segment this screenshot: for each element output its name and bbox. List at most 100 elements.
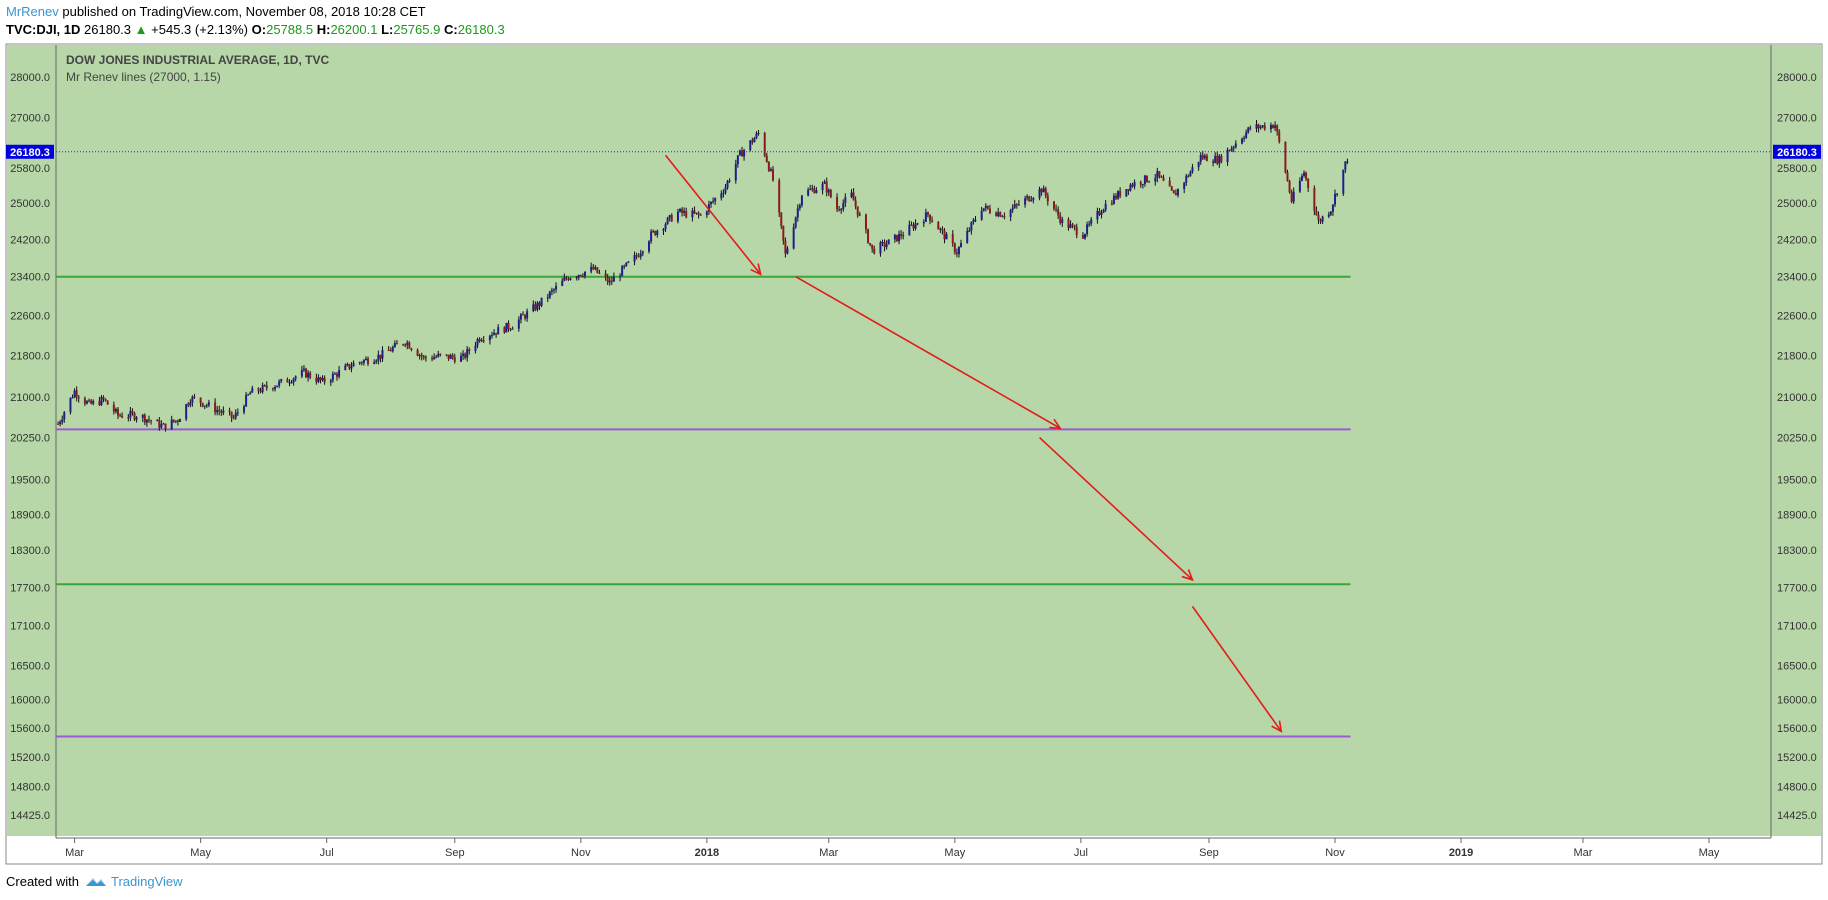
candle-up	[800, 195, 803, 206]
candle-down	[1276, 125, 1279, 132]
candle-up	[526, 311, 529, 319]
candle-down	[439, 353, 442, 355]
candle-down	[596, 267, 599, 273]
candle-up	[1096, 210, 1099, 220]
candle-up	[1011, 207, 1014, 210]
candle-up	[247, 394, 250, 396]
candle-down	[1272, 124, 1275, 129]
candle-down	[75, 390, 78, 398]
created-with-text: Created with	[6, 874, 79, 889]
candle-up	[191, 396, 194, 403]
candle-up	[290, 382, 293, 384]
candle-up	[1245, 132, 1248, 138]
candle-up	[1298, 180, 1301, 192]
candle-down	[635, 255, 638, 257]
candle-down	[259, 391, 262, 393]
y-axis: 28000.0 28000.0 27000.0 27000.0 25800.0 25800…	[10, 72, 1817, 822]
arrow-head	[1271, 720, 1283, 733]
candle-down	[1290, 192, 1293, 202]
candle-down	[319, 377, 322, 381]
candle-up	[1069, 224, 1072, 228]
close-value: 26180.3	[457, 22, 505, 37]
candle-up	[957, 247, 960, 255]
author-link[interactable]: MrRenev	[6, 4, 59, 19]
candle-up	[236, 412, 239, 414]
candle-up	[753, 138, 756, 143]
candle-down	[1313, 188, 1316, 211]
y-tick-label-right: 18900.0	[1777, 509, 1817, 521]
candle-down	[670, 215, 673, 222]
candle-up	[1026, 196, 1029, 199]
candle-up	[691, 210, 694, 218]
candle-up	[162, 423, 165, 425]
candle-down	[1216, 155, 1219, 164]
candle-up	[1042, 188, 1045, 193]
candle-up	[321, 377, 324, 381]
candle-down	[1145, 175, 1148, 182]
candle-up	[887, 239, 890, 245]
candle-up	[625, 262, 628, 266]
candle-down	[1205, 155, 1208, 162]
candle-up	[639, 253, 642, 257]
candle-up	[980, 210, 983, 220]
ohlc-line: TVC:DJI, 1D 26180.3 ▲ +545.3 (+2.13%) O:…	[6, 22, 505, 38]
x-tick-label: May	[944, 847, 965, 859]
candle-down	[900, 233, 903, 237]
last-price-badge-right	[1773, 144, 1821, 159]
candle-up	[1154, 178, 1157, 182]
candle-up	[1199, 155, 1202, 162]
candle-up	[435, 356, 438, 358]
x-tick-label: Mar	[1573, 847, 1592, 859]
candle-down	[581, 275, 584, 277]
tradingview-link[interactable]: TradingView	[85, 874, 183, 889]
candle-up	[1038, 188, 1041, 198]
y-tick-label-right: 16500.0	[1777, 660, 1817, 672]
y-tick-label-right: 22600.0	[1777, 310, 1817, 322]
candle-down	[1081, 234, 1084, 239]
candle-down	[1127, 189, 1130, 191]
candle-up	[809, 189, 812, 191]
plot-background[interactable]	[7, 45, 1821, 836]
y-tick-label-right: 21000.0	[1777, 392, 1817, 404]
candle-up	[276, 385, 279, 388]
candle-up	[189, 402, 192, 406]
candle-up	[100, 397, 103, 405]
candle-down	[1249, 127, 1252, 129]
candle-down	[1131, 184, 1134, 187]
candle-down	[445, 354, 448, 356]
candle-up	[1331, 204, 1334, 212]
candle-up	[749, 140, 752, 151]
candle-down	[813, 188, 816, 194]
candle-up	[840, 209, 843, 211]
candle-up	[827, 189, 830, 193]
candle-down	[867, 229, 870, 244]
y-tick-label-right: 25000.0	[1777, 198, 1817, 210]
candle-down	[57, 423, 60, 425]
candle-up	[300, 370, 303, 377]
candle-down	[1003, 216, 1006, 218]
candle-up	[555, 285, 558, 290]
candle-down	[468, 349, 471, 351]
y-tick-label-right: 27000.0	[1777, 112, 1817, 124]
candle-down	[315, 377, 318, 382]
candle-up	[418, 355, 421, 357]
candle-up	[724, 187, 727, 193]
candle-down	[681, 208, 684, 213]
candle-down	[604, 273, 607, 277]
candle-down	[538, 302, 541, 306]
candle-up	[945, 234, 948, 240]
candle-up	[178, 419, 181, 422]
y-tick-label-left: 20250.0	[10, 433, 50, 445]
candle-up	[207, 402, 210, 406]
candle-up	[1243, 137, 1246, 139]
candle-up	[373, 361, 376, 364]
close-label: C:	[443, 22, 458, 37]
candle-up	[1061, 219, 1064, 223]
x-tick-label: Mar	[819, 847, 838, 859]
candle-down	[1263, 125, 1266, 130]
candle-up	[63, 412, 66, 420]
candle-up	[960, 243, 963, 248]
candle-up	[902, 235, 905, 237]
candle-down	[1201, 155, 1204, 159]
